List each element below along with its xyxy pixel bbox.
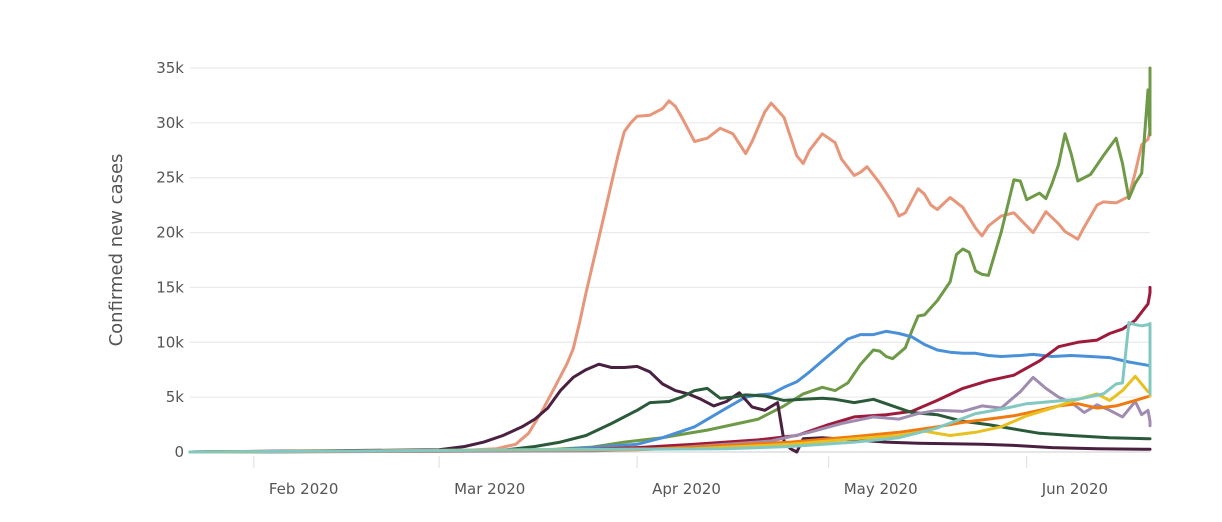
- y-tick-label: 35k: [156, 59, 184, 77]
- y-tick-label: 15k: [156, 278, 184, 296]
- y-tick-label: 30k: [156, 114, 184, 132]
- series-line[interactable]: [188, 99, 1152, 454]
- series-line[interactable]: [188, 321, 1152, 454]
- y-tick-label: 25k: [156, 169, 184, 187]
- series-lines: [188, 66, 1152, 454]
- y-axis-title: Confirmed new cases: [106, 154, 127, 347]
- x-tick-label: Apr 2020: [652, 480, 721, 498]
- series-line[interactable]: [188, 375, 1152, 454]
- x-tick-label: Jun 2020: [1041, 480, 1108, 498]
- series-line[interactable]: [188, 362, 1152, 454]
- series-line[interactable]: [188, 386, 1152, 454]
- y-tick-label: 20k: [156, 224, 184, 242]
- x-tick-label: Feb 2020: [269, 480, 339, 498]
- y-tick-label: 10k: [156, 333, 184, 351]
- series-line[interactable]: [188, 393, 1152, 454]
- series-line[interactable]: [188, 374, 1152, 454]
- x-axis-ticks: Feb 2020 Mar 2020 Apr 2020 May 2020 Jun 2020: [253, 456, 1108, 498]
- series-line[interactable]: [188, 66, 1152, 454]
- gridlines: [190, 67, 1150, 453]
- y-tick-label: 5k: [166, 388, 185, 406]
- series-line[interactable]: [188, 329, 1152, 454]
- x-tick-label: May 2020: [844, 480, 918, 498]
- series-line[interactable]: [188, 285, 1152, 454]
- y-tick-label: 0: [174, 443, 184, 461]
- x-tick-label: Mar 2020: [454, 480, 525, 498]
- y-axis-ticks: 0 5k 10k 15k 20k 25k 30k 35k: [156, 59, 184, 461]
